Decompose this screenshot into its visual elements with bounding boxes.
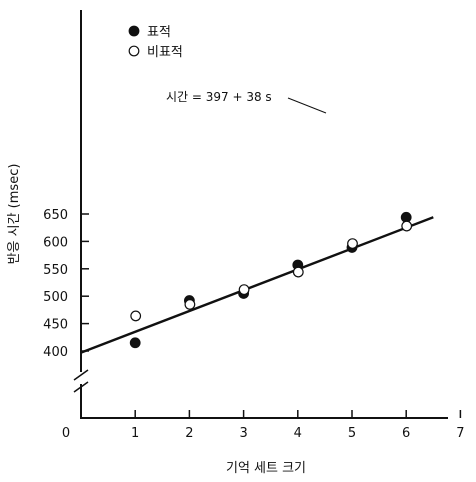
origin-label: 0 bbox=[62, 426, 70, 441]
x-tick-label-4: 4 bbox=[294, 426, 302, 441]
axis-break-mark-lower bbox=[73, 381, 89, 393]
y-tick-label-400: 400 bbox=[43, 345, 68, 360]
legend: 표적 비표적 bbox=[128, 25, 183, 60]
legend-marker-target bbox=[128, 25, 140, 37]
x-tick-label-2: 2 bbox=[185, 426, 193, 441]
nontarget-point-1 bbox=[130, 310, 142, 322]
nontarget-point-6 bbox=[401, 220, 413, 232]
x-tick-label-1: 1 bbox=[131, 426, 139, 441]
x-tick-label-3: 3 bbox=[239, 426, 247, 441]
nontarget-point-2 bbox=[184, 299, 196, 310]
legend-label-target: 표적 bbox=[147, 25, 171, 40]
data-points bbox=[129, 211, 413, 349]
x-axis-title: 기억 세트 크기 bbox=[226, 461, 306, 476]
y-tick-label-500: 500 bbox=[43, 290, 68, 305]
y-tick-label-600: 600 bbox=[43, 235, 68, 250]
y-ticks: 400 450 500 550 600 650 bbox=[43, 208, 89, 360]
fit-line bbox=[80, 216, 434, 354]
y-axis-title: 반응 시간 (msec) bbox=[7, 164, 22, 265]
nontarget-point-4 bbox=[292, 266, 304, 278]
x-tick-label-5: 5 bbox=[348, 426, 356, 441]
axes bbox=[73, 10, 448, 419]
axis-break-mark-upper bbox=[73, 369, 89, 381]
nontarget-point-3 bbox=[238, 284, 250, 296]
legend-label-nontarget: 비표적 bbox=[147, 45, 183, 60]
fit-equation-label: 시간 = 397 + 38 s bbox=[166, 90, 272, 104]
y-tick-label-450: 450 bbox=[43, 318, 68, 333]
fit-equation-leader bbox=[287, 97, 327, 114]
y-tick-label-650: 650 bbox=[43, 208, 68, 223]
x-tick-label-7: 7 bbox=[456, 426, 464, 441]
target-point-1 bbox=[129, 337, 141, 349]
x-ticks: 1 2 3 4 5 6 7 bbox=[131, 410, 465, 441]
target-point-6 bbox=[400, 211, 412, 223]
legend-marker-nontarget bbox=[128, 45, 140, 57]
y-tick-label-550: 550 bbox=[43, 263, 68, 278]
nontarget-point-5 bbox=[347, 238, 358, 249]
x-tick-label-6: 6 bbox=[402, 426, 410, 441]
fit-line-group bbox=[80, 216, 434, 354]
